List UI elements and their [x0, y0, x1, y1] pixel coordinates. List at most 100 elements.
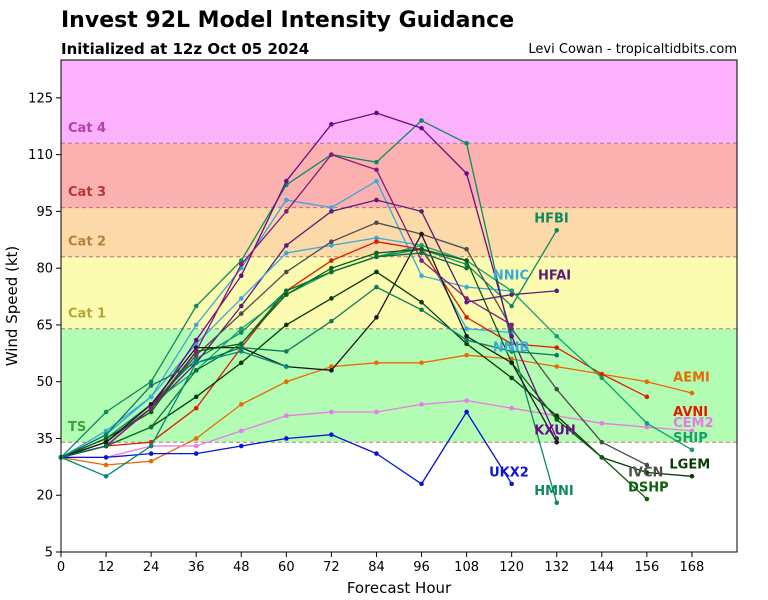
y-tick-label: 95: [36, 205, 53, 220]
data-point: [148, 402, 154, 407]
data-point: [284, 413, 289, 419]
data-point: [554, 352, 560, 358]
data-point: [374, 284, 379, 290]
data-point: [329, 318, 334, 324]
data-point: [554, 333, 560, 339]
data-point: [464, 258, 469, 263]
data-point: [103, 455, 109, 460]
data-point: [103, 428, 109, 434]
data-point: [329, 432, 334, 437]
chart-credit: Levi Cowan - tropicaltidbits.com: [528, 42, 737, 57]
data-point: [554, 386, 560, 392]
data-point: [599, 371, 605, 377]
data-point: [284, 197, 289, 203]
data-point: [238, 341, 244, 347]
data-point: [554, 413, 560, 419]
category-label: Cat 4: [68, 121, 106, 136]
category-labels: TS Cat 1 Cat 2 Cat 3 Cat 4: [68, 121, 106, 435]
y-tick-label: 20: [36, 489, 53, 504]
series-label: HFBI: [534, 212, 569, 227]
data-point: [419, 243, 424, 248]
data-point: [193, 322, 199, 328]
data-point: [238, 349, 244, 354]
data-point: [103, 462, 109, 468]
data-point: [644, 421, 650, 426]
data-point: [193, 436, 199, 441]
data-point: [464, 140, 469, 146]
data-point: [419, 299, 424, 305]
data-point: [644, 379, 650, 384]
data-point: [193, 349, 199, 354]
data-point: [509, 405, 514, 411]
x-axis-ticks: 0 12 24 36 48 60 72 84 96 108 120 132 144 156 168: [57, 552, 704, 575]
data-point: [284, 349, 289, 354]
data-point: [238, 360, 244, 366]
data-point: [419, 246, 424, 252]
series-label: KXUH: [534, 424, 576, 439]
data-point: [419, 125, 424, 131]
data-point: [238, 345, 244, 350]
data-point: [193, 443, 199, 449]
data-point: [374, 159, 379, 165]
x-tick-label: 168: [680, 560, 705, 575]
data-point: [689, 390, 695, 396]
y-tick-label: 125: [28, 91, 53, 106]
data-point: [148, 443, 154, 449]
data-point: [284, 269, 289, 275]
category-label: Cat 2: [68, 234, 106, 249]
data-point: [509, 375, 514, 381]
x-tick-label: 24: [143, 560, 160, 575]
data-point: [148, 379, 154, 384]
data-point: [464, 315, 469, 320]
data-point: [509, 341, 514, 347]
series-label: DSHP: [628, 480, 669, 495]
y-tick-label: 65: [36, 318, 53, 333]
series-label: AEMI: [673, 371, 710, 386]
data-point: [284, 288, 289, 294]
data-point: [284, 243, 289, 248]
y-tick-label: 35: [36, 432, 53, 447]
data-point: [193, 405, 199, 411]
data-point: [419, 481, 424, 487]
data-point: [103, 439, 109, 445]
data-point: [193, 368, 199, 373]
data-point: [509, 322, 514, 328]
series-label: HMNI: [534, 484, 574, 499]
data-point: [644, 462, 650, 468]
data-point: [193, 360, 199, 366]
data-point: [238, 402, 244, 407]
data-point: [509, 303, 514, 309]
data-point: [419, 307, 424, 313]
x-tick-label: 48: [233, 560, 250, 575]
data-point: [374, 250, 379, 256]
data-point: [374, 167, 379, 173]
data-point: [374, 360, 379, 366]
data-point: [554, 288, 560, 294]
data-point: [329, 409, 334, 415]
series-label: CEM2: [673, 416, 713, 431]
plot-frame: [60, 59, 738, 553]
data-point: [148, 424, 154, 430]
data-point: [464, 296, 469, 301]
data-point: [419, 209, 424, 214]
data-point: [284, 379, 289, 384]
data-point: [374, 269, 379, 275]
data-point: [419, 250, 424, 256]
data-point: [103, 432, 109, 437]
data-point: [689, 474, 695, 479]
data-point: [644, 496, 650, 502]
series-label: NNIB: [493, 340, 530, 355]
series-label: UKX2: [489, 465, 529, 480]
series-ukx2: [58, 409, 514, 487]
data-point: [644, 470, 650, 475]
data-point: [284, 292, 289, 297]
data-point: [554, 345, 560, 350]
band-4: [61, 60, 737, 144]
chart-subtitle: Initialized at 12z Oct 05 2024: [61, 40, 310, 58]
category-boundaries: [61, 142, 737, 443]
data-point: [329, 368, 334, 373]
data-point: [329, 258, 334, 263]
data-point: [284, 209, 289, 214]
series-line: [60, 119, 558, 503]
